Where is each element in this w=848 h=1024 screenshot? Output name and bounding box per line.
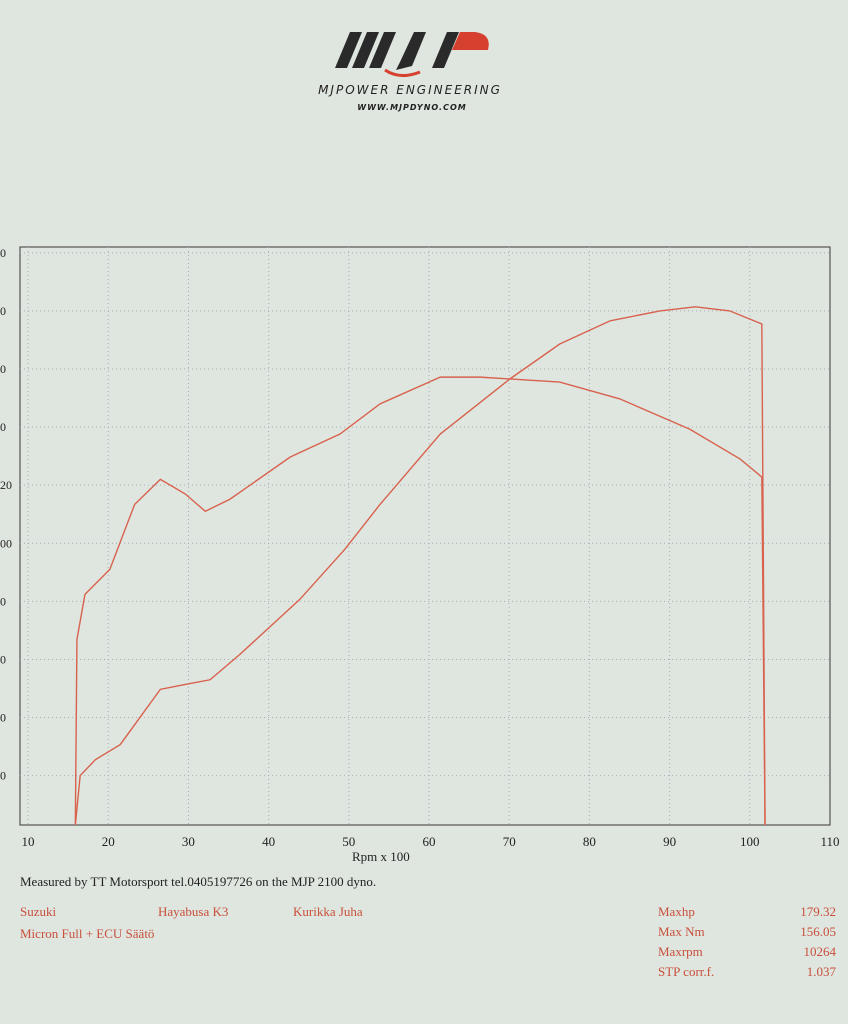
stat-value: 179.32 [800,904,836,919]
stat-value: 1.037 [807,964,837,979]
brand: MJPower Engineering [318,83,502,97]
x-tick-label: 40 [262,834,275,849]
stat-label: Max Nm [658,924,705,939]
x-tick-label: 50 [342,834,355,849]
url: www.mjpdyno.com [357,103,466,112]
plot-frame [19,246,831,826]
y-tick-label: 0 [0,594,6,608]
stat-label: STP corr.f. [658,964,714,979]
y-tick-label: 0 [0,246,6,260]
model: Hayabusa K3 [158,904,228,919]
x-tick-label: 90 [663,834,676,849]
x-tick-label: 30 [182,834,195,849]
x-tick-label: 110 [820,834,839,849]
stat-label: Maxhp [658,904,695,919]
stat-value: 156.05 [800,924,836,939]
y-tick-label: 0 [0,362,6,376]
x-tick-label: 60 [423,834,436,849]
y-tick-label: 00 [0,536,12,550]
owner: Kurikka Juha [293,904,363,919]
y-tick-label: 0 [0,652,6,666]
series-line [74,306,766,826]
y-tick-label: 0 [0,304,6,318]
make: Suzuki [20,904,57,919]
x-tick-label: 100 [740,834,760,849]
y-tick-label: 0 [0,769,6,783]
y-tick-label: 0 [0,420,6,434]
logo [335,32,489,77]
y-tick-label: 0 [0,711,6,725]
y-tick-label: 20 [0,478,12,492]
series-line [74,376,766,826]
x-tick-label: 10 [22,834,35,849]
x-axis-label: Rpm x 100 [352,849,410,864]
stat-label: Maxrpm [658,944,703,959]
stat-value: 10264 [804,944,837,959]
x-tick-label: 20 [102,834,115,849]
x-tick-label: 70 [503,834,516,849]
stats: Maxhp 179.32 Max Nm 156.05 Maxrpm 10264 STP co… [658,904,837,979]
x-tick-label: 80 [583,834,596,849]
measured: Measured by TT Motorsport tel.0405197726… [20,874,376,889]
notes: Micron Full + ECU Säätö [20,926,154,941]
